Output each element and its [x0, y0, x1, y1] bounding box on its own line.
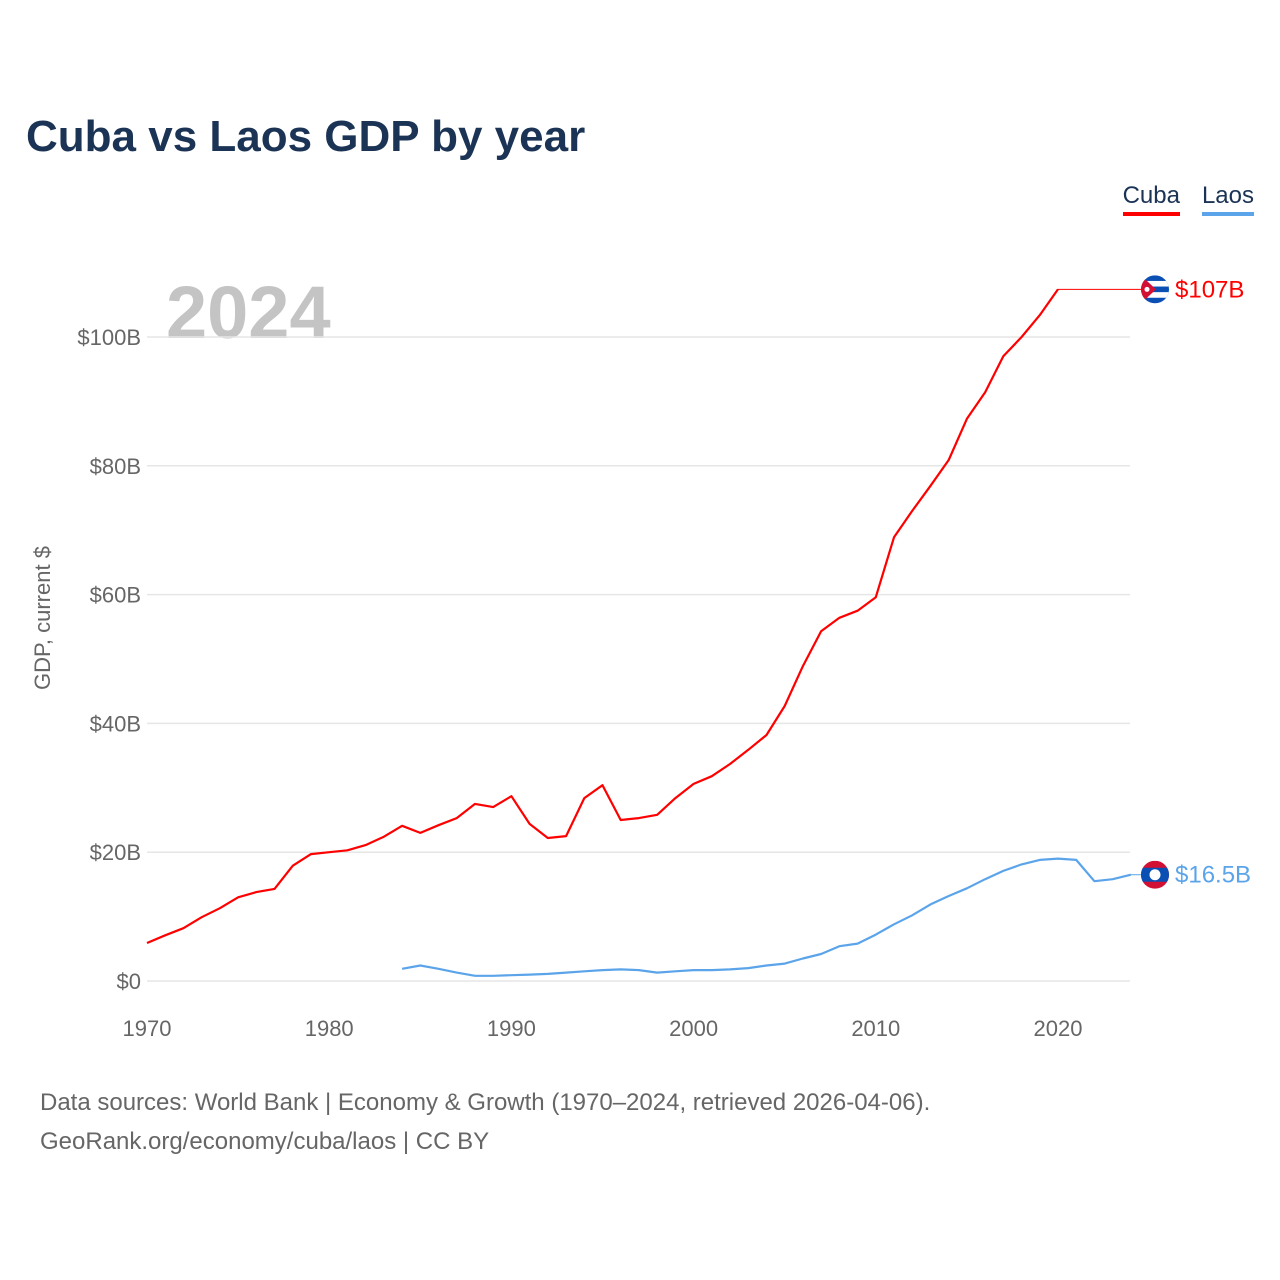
y-tick-label: $0 [117, 969, 141, 994]
series-line-laos [401, 857, 1132, 977]
footer: Data sources: World Bank | Economy & Gro… [40, 1083, 930, 1161]
x-tick-label: 2010 [851, 1016, 900, 1041]
y-tick-label: $60B [90, 583, 141, 608]
end-value-label: $107B [1175, 276, 1244, 303]
legend-item-laos[interactable]: Laos [1201, 182, 1254, 216]
x-tick-label: 1970 [123, 1016, 172, 1041]
flag-body [1141, 275, 1169, 304]
cuba-flag-icon [1141, 275, 1169, 304]
y-tick-label: $100B [77, 325, 141, 350]
x-tick-label: 2020 [1034, 1016, 1083, 1041]
x-tick-label: 1980 [305, 1016, 354, 1041]
flag-stripe [1141, 292, 1169, 298]
x-tick-label: 1990 [487, 1016, 536, 1041]
legend-item-cuba[interactable]: Cuba [1122, 182, 1180, 216]
end-value-label: $16.5B [1175, 862, 1251, 889]
flag-stripe [1141, 280, 1169, 287]
y-tick-label: $40B [90, 711, 141, 736]
data-sources: Data sources: World Bank | Economy & Gro… [40, 1089, 931, 1116]
legend: Cuba Laos [1122, 182, 1254, 216]
y-axis-label: GDP, current $ [30, 546, 55, 690]
y-tick-label: $80B [90, 454, 141, 479]
year-watermark: 2024 [166, 271, 331, 354]
chart-title: Cuba vs Laos GDP by year [26, 112, 586, 161]
laos-flag-icon [1141, 860, 1169, 889]
flag-star [1144, 286, 1150, 292]
x-tick-label: 2000 [669, 1016, 718, 1041]
y-tick-label: $20B [90, 840, 141, 865]
flag-body [1141, 860, 1169, 889]
source-link[interactable]: GeoRank.org/economy/cuba/laos | CC BY [40, 1128, 490, 1155]
series-line-cuba [146, 288, 1059, 945]
flag-disc [1149, 869, 1161, 881]
